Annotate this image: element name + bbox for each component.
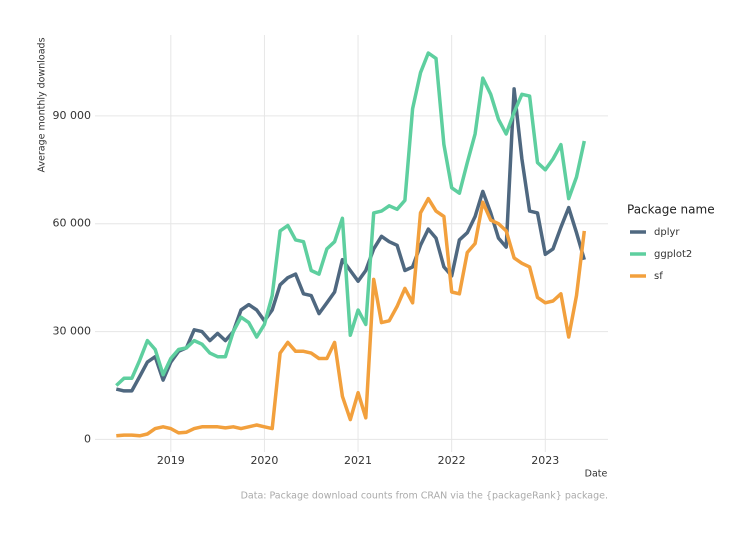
y-tick-label: 90 000 (53, 109, 92, 122)
x-tick-label: 2020 (250, 454, 278, 467)
legend-label: ggplot2 (654, 249, 692, 260)
caption: Data: Package download counts from CRAN … (241, 491, 608, 502)
x-axis-label: Date (585, 469, 608, 480)
y-tick-label: 0 (84, 432, 91, 445)
y-axis-label: Average monthly downloads (37, 37, 48, 172)
series-line (115, 51, 587, 387)
series-line (115, 87, 586, 393)
legend-title: Package name (627, 203, 715, 217)
x-tick-label: 2023 (531, 454, 559, 467)
y-tick-label: 60 000 (53, 217, 92, 230)
x-tick-label: 2021 (344, 454, 372, 467)
x-tick-label: 2022 (438, 454, 466, 467)
legend-label: sf (654, 271, 663, 282)
y-tick-label: 30 000 (53, 325, 92, 338)
legend-label: dplyr (654, 227, 680, 238)
series-line (116, 196, 587, 438)
x-tick-label: 2019 (157, 454, 185, 467)
grid (95, 35, 608, 452)
